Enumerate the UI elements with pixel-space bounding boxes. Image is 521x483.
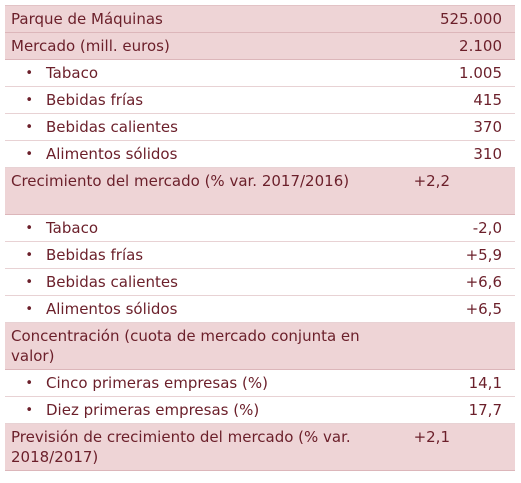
table-row-header: Crecimiento del mercado (% var. 2017/201… (5, 168, 515, 215)
row-label-text: Cinco primeras empresas (%) (46, 374, 268, 392)
table-row: • Alimentos sólidos +6,5 (5, 296, 515, 323)
row-label-text: Bebidas calientes (46, 273, 178, 291)
bullet-icon: • (25, 275, 33, 290)
row-value: +2,1 (413, 428, 450, 446)
row-value: +6,6 (465, 273, 502, 291)
row-value: 370 (473, 118, 502, 136)
row-label: • Bebidas calientes (5, 114, 422, 138)
row-label-text: Bebidas frías (46, 246, 144, 264)
table-row-header: Parque de Máquinas 525.000 (5, 6, 515, 33)
row-label: Parque de Máquinas (11, 10, 163, 28)
bullet-icon: • (25, 221, 33, 236)
row-label-text: Alimentos sólidos (46, 145, 178, 163)
row-label-text: Alimentos sólidos (46, 300, 178, 318)
table-row: • Tabaco 1.005 (5, 60, 515, 87)
table-row: • Bebidas calientes +6,6 (5, 269, 515, 296)
bullet-icon: • (25, 248, 33, 263)
row-label: • Bebidas frías (5, 87, 422, 111)
bullet-icon: • (25, 302, 33, 317)
row-label-text: Tabaco (46, 64, 99, 82)
row-value (370, 323, 463, 326)
table-row: • Cinco primeras empresas (%) 14,1 (5, 370, 515, 397)
row-label: • Alimentos sólidos (5, 141, 422, 165)
market-data-table: Parque de Máquinas 525.000 Mercado (mill. … (5, 5, 515, 471)
row-label-text: Tabaco (46, 219, 99, 237)
row-value: 14,1 (468, 374, 502, 392)
row-label-text: Diez primeras empresas (%) (46, 401, 260, 419)
row-value: -2,0 (472, 219, 502, 237)
row-value: 2.100 (459, 37, 502, 55)
table-row: • Alimentos sólidos 310 (5, 141, 515, 168)
bullet-icon: • (25, 120, 33, 135)
row-value: 1.005 (459, 64, 502, 82)
table-row: • Bebidas frías +5,9 (5, 242, 515, 269)
table-row: • Tabaco -2,0 (5, 215, 515, 242)
row-label: Previsión de crecimiento del mercado (% … (11, 428, 351, 466)
row-label: Mercado (mill. euros) (11, 37, 170, 55)
row-label: Concentración (cuota de mercado conjunta… (11, 327, 360, 365)
row-label-text: Bebidas frías (46, 91, 144, 109)
row-value: +5,9 (465, 246, 502, 264)
row-value: +2,2 (413, 172, 450, 190)
row-label: • Bebidas frías (5, 242, 422, 266)
bullet-icon: • (25, 403, 33, 418)
row-label: • Tabaco (5, 60, 422, 84)
bullet-icon: • (25, 93, 33, 108)
table-row-header: Mercado (mill. euros) 2.100 (5, 33, 515, 60)
row-label: Crecimiento del mercado (% var. 2017/201… (11, 172, 350, 190)
row-value: 17,7 (468, 401, 502, 419)
row-label-text: Bebidas calientes (46, 118, 178, 136)
row-value: +6,5 (465, 300, 502, 318)
table-row: • Bebidas frías 415 (5, 87, 515, 114)
row-label: • Diez primeras empresas (%) (5, 397, 422, 421)
row-value: 525.000 (439, 10, 502, 28)
bullet-icon: • (25, 66, 33, 81)
bullet-icon: • (25, 147, 33, 162)
bullet-icon: • (25, 376, 33, 391)
table-row: • Diez primeras empresas (%) 17,7 (5, 397, 515, 424)
row-label: • Tabaco (5, 215, 422, 239)
table-row: • Bebidas calientes 370 (5, 114, 515, 141)
row-value: 310 (473, 145, 502, 163)
table-row-header: Concentración (cuota de mercado conjunta… (5, 323, 515, 370)
row-label: • Cinco primeras empresas (%) (5, 370, 422, 394)
row-label: • Alimentos sólidos (5, 296, 422, 320)
table-row-header: Previsión de crecimiento del mercado (% … (5, 424, 515, 471)
row-value: 415 (473, 91, 502, 109)
row-label: • Bebidas calientes (5, 269, 422, 293)
